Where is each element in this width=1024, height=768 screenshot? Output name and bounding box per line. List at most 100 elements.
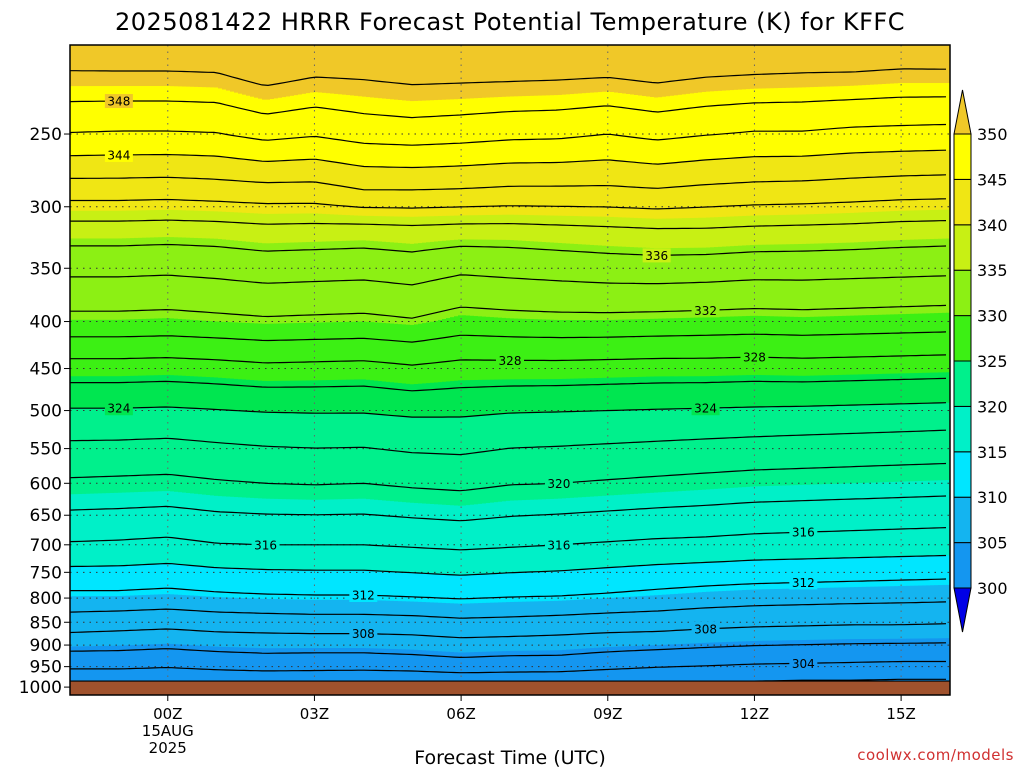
theta-fill-cell [338,379,343,414]
theta-fill-cell [198,210,203,239]
theta-fill-cell [534,499,539,540]
theta-fill-cell [902,521,907,558]
theta-fill-cell [830,587,835,616]
theta-fill-cell [414,243,419,285]
theta-fill-cell [450,166,455,195]
theta-fill-cell [146,448,151,493]
theta-fill-cell [450,99,455,139]
theta-fill-cell [146,375,151,409]
theta-fill-cell [410,572,415,603]
theta-fill-cell [606,216,611,247]
theta-fill-cell [722,189,727,218]
theta-fill-cell [442,417,447,464]
theta-fill-cell [314,599,319,625]
theta-fill-cell [178,154,183,185]
theta-fill-cell [406,284,411,326]
theta-fill-cell [514,318,519,350]
theta-fill-cell [554,215,559,244]
theta-fill-cell [858,119,863,154]
theta-fill-cell [122,376,127,409]
theta-fill-cell [234,536,239,570]
theta-fill-cell [610,377,615,412]
theta-fill-cell [458,575,463,605]
theta-fill-cell [778,615,783,642]
theta-fill-cell [750,124,755,158]
theta-fill-cell [650,218,655,249]
theta-fill-cell [566,570,571,601]
theta-fill-cell [886,314,891,346]
theta-fill-cell [346,379,351,414]
theta-fill-cell [942,661,947,685]
theta-fill-cell [602,91,607,128]
theta-fill-cell [722,246,727,282]
theta-fill-cell [294,95,299,133]
theta-fill-cell [762,45,767,54]
theta-fill-cell [402,502,407,541]
theta-fill-cell [246,497,251,538]
theta-fill-cell [410,101,415,141]
theta-fill-cell [426,383,431,418]
theta-fill-cell [110,183,115,212]
theta-fill-cell [134,154,139,185]
theta-fill-cell [74,622,79,648]
theta-fill-cell [806,663,811,686]
theta-fill-cell [938,312,943,345]
theta-fill-cell [238,186,243,214]
theta-fill-cell [882,586,887,615]
theta-fill-cell [474,45,479,60]
theta-fill-cell [770,244,775,281]
theta-fill-cell [450,417,455,465]
theta-fill-cell [630,319,635,349]
theta-fill-cell [766,444,771,487]
theta-fill-cell [630,162,635,194]
theta-fill-cell [634,376,639,411]
theta-fill-cell [814,86,819,124]
theta-fill-cell [574,192,579,217]
theta-fill-cell [326,161,331,191]
theta-fill-cell [270,623,275,649]
theta-fill-cell [934,402,939,440]
theta-fill-cell [162,275,167,319]
theta-fill-cell [294,131,299,161]
theta-fill-cell [894,118,899,153]
theta-fill-cell [678,283,683,319]
theta-fill-cell [438,99,443,139]
theta-fill-cell [830,213,835,244]
theta-fill-cell [314,380,319,414]
theta-fill-cell [426,59,431,102]
theta-fill-cell [158,594,163,620]
theta-fill-cell [286,242,291,284]
theta-fill-cell [654,248,659,285]
theta-fill-cell [754,45,759,54]
theta-fill-cell [570,94,575,132]
theta-fill-cell [170,45,175,50]
theta-fill-cell [470,315,475,349]
theta-fill-cell [114,668,119,690]
theta-fill-cell [582,535,587,570]
theta-fill-cell [562,348,567,380]
theta-fill-cell [882,45,887,50]
theta-fill-cell [674,491,679,531]
theta-fill-cell [198,45,203,51]
theta-fill-cell [634,596,639,623]
theta-fill-cell [638,319,643,349]
theta-fill-cell [230,452,235,498]
theta-fill-cell [134,237,139,277]
theta-fill-cell [206,155,211,186]
theta-fill-cell [882,556,887,588]
theta-fill-cell [798,406,803,445]
theta-fill-cell [774,123,779,158]
theta-fill-cell [78,276,83,321]
theta-fill-cell [826,346,831,376]
theta-fill-cell [278,380,283,414]
theta-fill-cell [838,45,843,52]
theta-fill-cell [410,194,415,218]
contour-line-332 [70,304,947,319]
theta-fill-cell [158,86,163,125]
theta-fill-cell [226,535,231,569]
theta-fill-cell [282,282,287,324]
theta-fill-cell [346,349,351,381]
theta-fill-cell [330,413,335,458]
theta-fill-cell [286,282,291,324]
theta-fill-cell [450,59,455,100]
